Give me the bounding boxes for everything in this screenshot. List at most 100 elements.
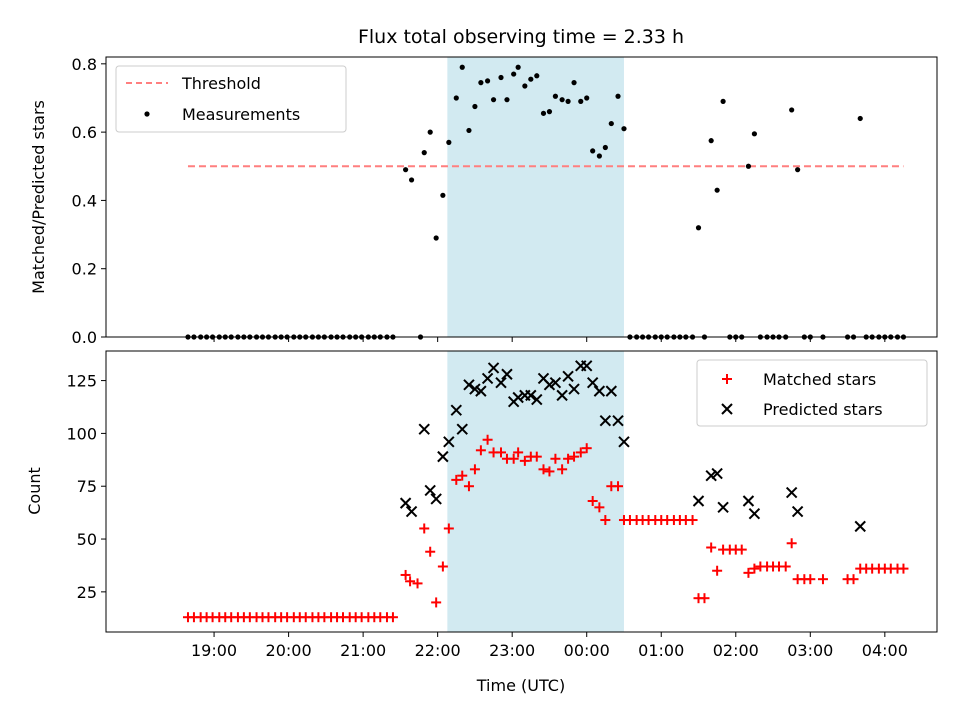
- matched-point: [594, 502, 605, 513]
- bottom-legend: Matched stars Predicted stars: [696, 359, 928, 427]
- legend-predicted-label: Predicted stars: [763, 400, 883, 419]
- predicted-point: [586, 376, 599, 389]
- matched-point: [437, 561, 448, 572]
- top-shaded-region: [447, 57, 624, 337]
- predicted-point: [599, 415, 612, 427]
- measurement-point: [515, 64, 521, 70]
- measurement-point: [408, 177, 415, 183]
- matched-point: [387, 612, 398, 623]
- matched-point: [531, 451, 542, 462]
- top-y-tick-label: 0.8: [72, 55, 97, 74]
- x-axis-label: Time (UTC): [476, 676, 565, 695]
- predicted-point: [568, 383, 580, 395]
- legend-matched-marker: [722, 374, 732, 384]
- predicted-point: [791, 505, 804, 518]
- measurement-point: [466, 127, 472, 134]
- measurement-point: [578, 98, 584, 104]
- matched-point: [475, 445, 486, 456]
- x-tick-label: 03:00: [787, 641, 833, 660]
- x-tick-label: 04:00: [862, 641, 908, 660]
- top-y-tick-label: 0.0: [72, 328, 97, 347]
- measurement-point: [596, 153, 602, 159]
- legend-threshold-label: Threshold: [181, 74, 261, 93]
- matched-point: [575, 447, 586, 458]
- matched-point: [817, 574, 828, 585]
- measurement-point: [708, 138, 714, 144]
- predicted-point: [443, 436, 455, 448]
- matched-point: [563, 453, 574, 464]
- predicted-point: [512, 391, 524, 404]
- chart-title: Flux total observing time = 2.33 h: [358, 26, 684, 48]
- matched-point: [463, 481, 474, 492]
- predicted-point: [785, 486, 798, 499]
- matched-point: [519, 455, 530, 466]
- top-y-axis-label: Matched/Predicted stars: [29, 100, 48, 294]
- predicted-point: [487, 362, 500, 374]
- matched-point: [786, 538, 797, 549]
- matched-point: [419, 523, 430, 534]
- predicted-point: [618, 436, 630, 448]
- measurement-point: [590, 148, 596, 154]
- legend-matched-label: Matched stars: [763, 370, 876, 389]
- matched-point: [451, 474, 462, 485]
- predicted-point: [605, 385, 618, 397]
- predicted-point: [501, 368, 513, 380]
- measurement-point: [433, 235, 439, 241]
- measurement-point: [714, 187, 720, 193]
- x-tick-label: 01:00: [638, 641, 684, 660]
- predicted-point: [481, 372, 494, 385]
- bottom-y-tick-label: 125: [66, 372, 97, 391]
- matched-point: [712, 565, 723, 576]
- bottom-y-tick-label: 75: [77, 477, 97, 496]
- measurement-point: [534, 73, 540, 79]
- matched-point: [600, 515, 611, 526]
- bottom-legend-box: [696, 359, 928, 427]
- bottom-y-tick-label: 25: [77, 583, 97, 602]
- measurement-point: [490, 97, 497, 103]
- matched-point: [544, 466, 555, 477]
- legend-predicted-swatch: [721, 403, 733, 415]
- measurement-point: [621, 126, 627, 132]
- measurement-point: [615, 93, 621, 99]
- top-y-tick-label: 0.6: [72, 123, 97, 142]
- bottom-x-axis: 19:00 20:00 21:00 22:00 23:00 00:00 01:00 02:00…: [191, 632, 908, 660]
- measurement-point: [602, 144, 608, 151]
- predicted-point: [581, 360, 593, 372]
- top-x-ticks: [213, 337, 886, 342]
- predicted-point: [495, 376, 507, 389]
- measurement-point: [789, 107, 795, 113]
- measurement-point: [528, 76, 534, 82]
- matched-point: [743, 567, 754, 578]
- measurement-point: [403, 167, 409, 173]
- top-y-tick-label: 0.4: [72, 191, 97, 210]
- predicted-point: [405, 505, 418, 518]
- x-tick-label: 23:00: [489, 641, 535, 660]
- predicted-points: [399, 360, 866, 533]
- matched-point: [482, 434, 493, 445]
- x-tick-label: 00:00: [564, 641, 610, 660]
- predicted-point: [430, 493, 442, 505]
- measurement-point: [478, 80, 484, 86]
- measurement-point: [751, 131, 758, 137]
- matched-point: [443, 523, 454, 534]
- predicted-point: [692, 495, 705, 507]
- predicted-point: [854, 520, 866, 533]
- predicted-point: [562, 370, 574, 383]
- matched-point: [550, 453, 561, 464]
- x-tick-label: 19:00: [191, 641, 237, 660]
- top-y-axis: 0.0 0.2 0.4 0.6 0.8: [72, 55, 106, 347]
- predicted-point: [525, 389, 537, 402]
- measurement-point: [446, 139, 452, 145]
- matched-point: [613, 481, 624, 492]
- matched-point: [581, 443, 592, 454]
- measurement-point: [559, 97, 565, 103]
- measurement-point: [498, 74, 504, 81]
- matched-point: [538, 464, 549, 475]
- matched-point: [469, 464, 480, 475]
- measurement-point: [427, 129, 433, 135]
- predicted-point: [593, 385, 606, 397]
- measurement-point: [421, 150, 427, 156]
- matched-point: [848, 574, 859, 585]
- matched-point: [736, 544, 747, 555]
